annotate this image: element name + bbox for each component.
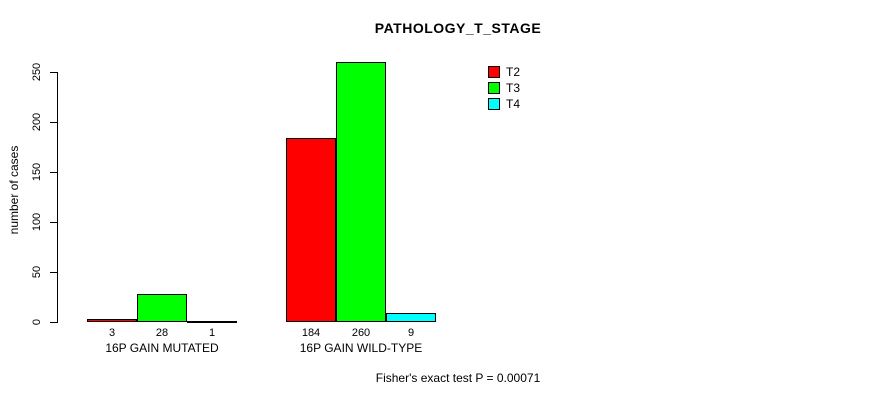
legend-item-t2: T2	[488, 64, 520, 80]
bar-t2	[87, 319, 137, 322]
category-label: 16P GAIN MUTATED	[105, 341, 219, 355]
y-axis-tick	[50, 222, 57, 223]
y-axis-tick-label: 0	[31, 318, 43, 326]
bar-t4	[187, 321, 237, 323]
y-axis-tick-label: 100	[31, 212, 43, 232]
chart-title: PATHOLOGY_T_STAGE	[374, 20, 542, 36]
legend-label: T3	[506, 81, 521, 95]
legend-swatch-t3	[488, 82, 500, 94]
annotation-text: Fisher's exact test P = 0.00071	[375, 371, 541, 385]
y-axis-tick	[50, 122, 57, 123]
y-axis-tick	[50, 272, 57, 273]
legend-label: T2	[506, 65, 521, 79]
y-axis-line	[57, 72, 58, 323]
bar-value-label: 1	[208, 327, 216, 339]
bar-value-label: 184	[301, 327, 321, 339]
legend-swatch-t2	[488, 66, 500, 78]
bar-t2	[286, 138, 336, 322]
legend-item-t3: T3	[488, 80, 520, 96]
legend-swatch-t4	[488, 98, 500, 110]
bar-t3	[336, 62, 386, 322]
y-axis-tick-label: 200	[31, 112, 43, 132]
y-axis-tick-label: 150	[31, 162, 43, 182]
legend-item-t4: T4	[488, 96, 520, 112]
bar-value-label: 9	[407, 327, 415, 339]
bar-value-label: 260	[351, 327, 371, 339]
bar-t3	[137, 294, 187, 322]
bar-value-label: 3	[108, 327, 116, 339]
bar-value-label: 28	[155, 327, 169, 339]
y-axis-tick-label: 50	[31, 265, 43, 279]
y-axis-label: number of cases	[7, 145, 21, 235]
bar-t4	[386, 313, 436, 322]
category-label: 16P GAIN WILD-TYPE	[299, 341, 423, 355]
y-axis-tick	[50, 172, 57, 173]
legend-label: T4	[506, 97, 521, 111]
legend: T2 T3 T4	[488, 64, 520, 112]
y-axis-tick	[50, 72, 57, 73]
y-axis-tick-label: 250	[31, 62, 43, 82]
y-axis-tick	[50, 322, 57, 323]
